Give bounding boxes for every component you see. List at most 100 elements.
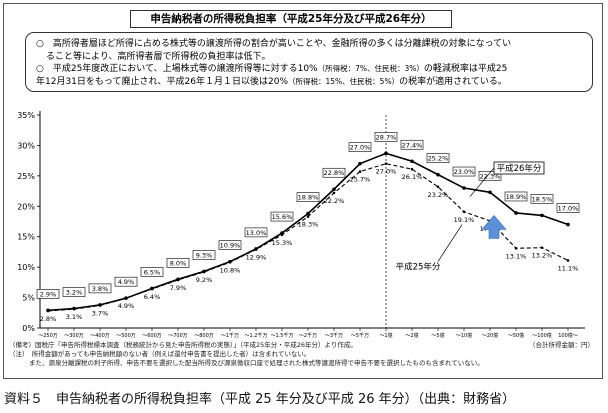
point-h25 — [202, 270, 206, 274]
x-tick-label: ～500万 — [116, 333, 136, 339]
point-h25 — [98, 304, 102, 307]
value-label-h25: 18.3% — [298, 221, 319, 229]
x-tick-label: ～1千万 — [221, 332, 239, 339]
point-h25 — [46, 309, 50, 313]
value-box-h26 — [296, 192, 320, 202]
point-h26 — [462, 186, 466, 190]
value-box-h26 — [426, 153, 450, 163]
chart-title: 申告納税者の所得税負担率（平成25年分及び平成26年分） — [130, 10, 452, 28]
y-tick-label: 35% — [17, 111, 35, 120]
value-label-h25: 19.1% — [454, 216, 475, 224]
value-label-h25: 25.7% — [350, 176, 371, 184]
value-label-h25: 6.4% — [144, 293, 161, 301]
point-h25 — [280, 233, 284, 237]
value-label-h26: 27.0% — [350, 144, 371, 152]
note-2b-text: 年12月31日をもって廃止され、平成26年１月１日以後は20% — [36, 76, 289, 87]
value-box-h26 — [322, 167, 346, 178]
value-label-h26: 18.8% — [298, 194, 319, 202]
point-h26 — [566, 222, 570, 227]
chart-labels: 2.9% 3.2% 3.8% 4.9% 6.5% 8.0% 9.3% 10.9% 13.0% 15… — [36, 132, 580, 323]
value-label-h26: 3.2% — [66, 289, 83, 297]
value-box-h26 — [478, 170, 502, 181]
value-label-h26: 6.5% — [144, 268, 161, 276]
point-h25 — [462, 210, 466, 214]
value-label-h25: 10.8% — [220, 266, 241, 274]
point-h26 — [514, 211, 518, 215]
y-tick-label: 5% — [22, 294, 35, 303]
value-label-h25: 11.1% — [558, 264, 579, 272]
value-label-h25: 13.2% — [532, 252, 553, 260]
x-tick-label: ～700万 — [168, 333, 188, 339]
value-label-h25: 7.9% — [170, 284, 187, 292]
point-h25 — [150, 287, 154, 291]
point-h26 — [384, 151, 388, 156]
point-h25 — [540, 246, 544, 249]
point-h25 — [410, 167, 414, 171]
value-label-h26: 4.9% — [118, 278, 135, 286]
value-label-h26: 27.4% — [402, 141, 423, 149]
value-box-h26 — [140, 267, 164, 277]
x-tick-label: ～1億 — [379, 332, 392, 339]
x-tick-label: ～400万 — [90, 333, 110, 339]
note-2a-small: （所得税：7%、住民税：3%） — [317, 64, 424, 73]
value-label-h25: 12.9% — [246, 253, 267, 261]
x-tick-label: ～50億 — [508, 332, 524, 339]
callout-leader-h26 — [469, 167, 495, 197]
value-box-h26 — [192, 250, 216, 260]
x-tick-label: ～800万 — [194, 333, 214, 339]
x-tick-label: ～10億 — [456, 332, 472, 339]
note-2b-tail: の税率が適用されている。 — [399, 76, 507, 87]
value-box-h26 — [504, 191, 528, 202]
source-line-1: （備考）国税庁「申告所得税標本調査（税務統計から見た申告所得税の実態）」（平成2… — [9, 341, 594, 350]
note-1a: ○ 高所得者層ほど所得に占める株式等の譲渡所得の割合が高いことや、金融所得の多く… — [36, 39, 512, 49]
point-h25 — [436, 185, 440, 189]
point-h25 — [566, 259, 570, 262]
callout-leader-h25 — [437, 224, 463, 262]
y-tick-label: 20% — [17, 202, 35, 211]
x-tick-label: ～2千万 — [299, 332, 317, 339]
value-label-h26: 18.9% — [506, 193, 527, 201]
x-tick-label: ～2億 — [405, 332, 418, 339]
value-box-h26 — [374, 132, 398, 142]
y-tick-label: 10% — [17, 263, 35, 272]
point-h25 — [358, 170, 362, 173]
y-tick-label: 30% — [17, 141, 35, 150]
x-tick-label: ～20億 — [482, 332, 498, 339]
x-tick-label: ～300万 — [64, 333, 84, 339]
value-box-h26 — [556, 203, 580, 213]
note-1b: ること等により、高所得者層で所得税の負担率は低下。 — [46, 51, 271, 62]
value-box-h26 — [114, 276, 138, 287]
value-box-h26 — [452, 166, 476, 177]
value-box-h26 — [348, 142, 372, 152]
point-h26 — [488, 190, 492, 195]
value-label-h26: 25.2% — [428, 155, 449, 163]
value-box-h26 — [62, 287, 86, 297]
x-tick-label: ～250万 — [38, 333, 58, 339]
source-text-1: （備考）国税庁「申告所得税標本調査（税務統計から見た申告所得税の実態）」（平成2… — [9, 341, 357, 349]
x-tick-label: ～3千万 — [325, 332, 343, 339]
value-label-h25: 23.2% — [428, 191, 449, 199]
value-label-h25: 3.1% — [66, 313, 83, 321]
y-tick-label: 0% — [22, 324, 35, 333]
x-tick-label: ～5千万 — [351, 332, 369, 339]
unit-label: （合計所得金額：円） — [529, 341, 594, 349]
value-label-h26: 18.5% — [532, 195, 553, 203]
value-label-h26: 22.3% — [480, 172, 501, 180]
point-h25 — [306, 215, 310, 218]
point-h26 — [332, 187, 336, 192]
point-h25 — [332, 191, 336, 195]
point-h26 — [410, 159, 414, 164]
value-label-h26: 2.9% — [40, 290, 57, 298]
value-label-h26: 8.0% — [170, 259, 187, 267]
value-label-h25: 27.0% — [376, 168, 397, 176]
value-box-h26 — [88, 283, 112, 294]
up-arrow-icon — [481, 214, 507, 239]
value-box-h26 — [530, 194, 554, 204]
source-line-3: また、源泉分離課税の利子所得、申告不要を選択した配当所得及び源泉徴収口座で処理さ… — [29, 359, 484, 367]
x-tick-label: ～100億 — [532, 332, 552, 339]
value-label-h25: 22.2% — [324, 197, 345, 205]
x-tick-label: ～1.5千万 — [271, 332, 294, 339]
value-label-h25: 4.9% — [118, 302, 135, 310]
point-h25 — [124, 296, 128, 300]
